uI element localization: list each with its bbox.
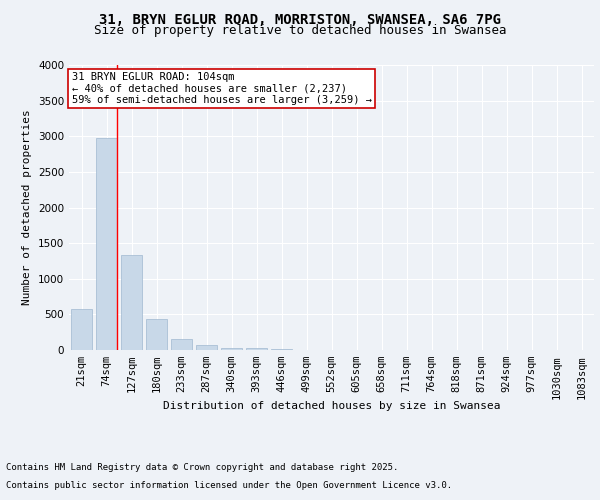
Text: 31, BRYN EGLUR ROAD, MORRISTON, SWANSEA, SA6 7PG: 31, BRYN EGLUR ROAD, MORRISTON, SWANSEA,… — [99, 12, 501, 26]
Bar — [71, 308, 92, 350]
X-axis label: Distribution of detached houses by size in Swansea: Distribution of detached houses by size … — [163, 402, 500, 411]
Bar — [221, 348, 242, 350]
Text: Size of property relative to detached houses in Swansea: Size of property relative to detached ho… — [94, 24, 506, 37]
Bar — [171, 339, 192, 350]
Bar — [146, 320, 167, 350]
Bar — [96, 138, 117, 350]
Text: 31 BRYN EGLUR ROAD: 104sqm
← 40% of detached houses are smaller (2,237)
59% of s: 31 BRYN EGLUR ROAD: 104sqm ← 40% of deta… — [71, 72, 371, 106]
Bar — [121, 254, 142, 350]
Bar — [196, 346, 217, 350]
Bar — [246, 348, 267, 350]
Text: Contains public sector information licensed under the Open Government Licence v3: Contains public sector information licen… — [6, 481, 452, 490]
Y-axis label: Number of detached properties: Number of detached properties — [22, 110, 32, 306]
Text: Contains HM Land Registry data © Crown copyright and database right 2025.: Contains HM Land Registry data © Crown c… — [6, 464, 398, 472]
